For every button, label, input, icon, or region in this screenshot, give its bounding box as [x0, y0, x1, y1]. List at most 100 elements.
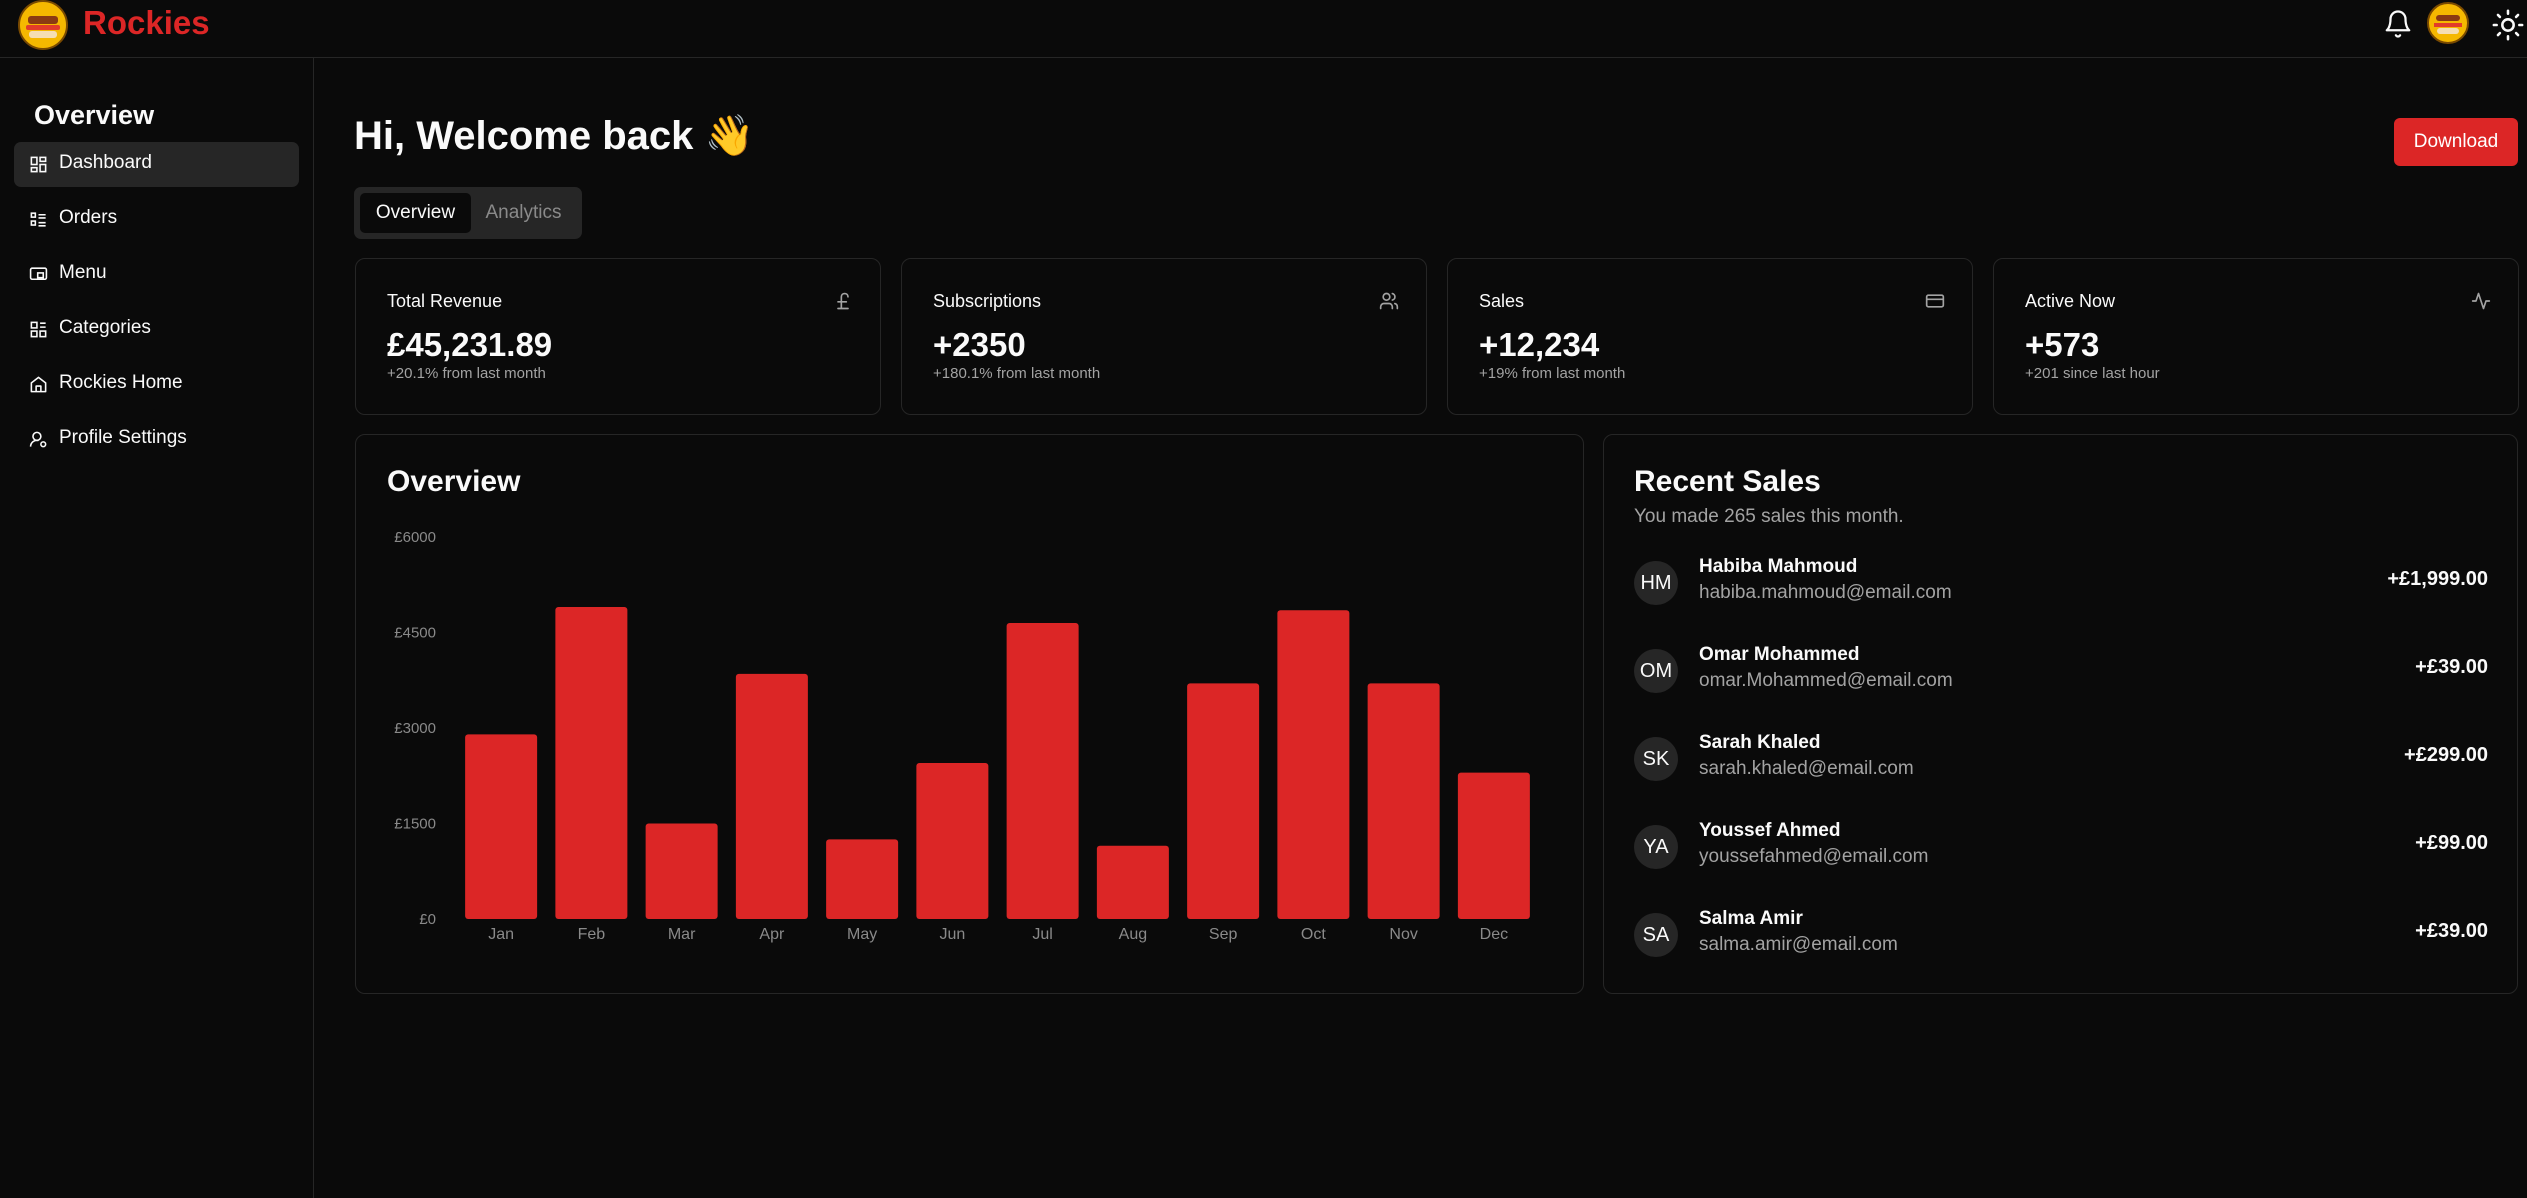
- stat-value: +12,234: [1479, 326, 1600, 363]
- tab-analytics[interactable]: Analytics: [485, 202, 562, 223]
- stat-subtext: +201 since last hour: [2025, 365, 2160, 382]
- list-item[interactable]: SK Sarah Khaled sarah.khaled@email.com +…: [1634, 732, 2488, 792]
- sale-amount: +£39.00: [2415, 920, 2488, 942]
- stat-title: Sales: [1479, 291, 1525, 311]
- x-tick-label: Apr: [759, 926, 785, 943]
- overview-chart-card: Overview £0 £1500 £3000 £4500 £6000 Jan Feb Mar…: [355, 434, 1584, 994]
- page-title: Hi, Welcome back 👋: [354, 114, 755, 158]
- bar-mar[interactable]: [645, 823, 718, 920]
- sidebar-item-rockies-home[interactable]: Rockies Home: [14, 362, 299, 407]
- bar-sep[interactable]: [1187, 683, 1260, 919]
- customer-email: sarah.khaled@email.com: [1699, 758, 1914, 779]
- customer-name: Salma Amir: [1699, 908, 1803, 929]
- stat-card-sales: Sales +12,234 +19% from last month: [1447, 258, 1973, 415]
- bar-dec[interactable]: [1457, 772, 1530, 919]
- sidebar-item-label: Profile Settings: [59, 427, 187, 448]
- sidebar-item-label: Menu: [59, 262, 107, 283]
- recent-sales-title: Recent Sales: [1634, 465, 1821, 498]
- sidebar: Overview Dashboard Orders Menu Categorie…: [0, 58, 314, 1198]
- brand-name[interactable]: Rockies: [83, 4, 210, 41]
- sale-amount: +£1,999.00: [2387, 568, 2488, 590]
- x-tick-label: Mar: [668, 926, 696, 943]
- bar-aug[interactable]: [1096, 845, 1169, 919]
- customer-email: omar.Mohammed@email.com: [1699, 670, 1953, 691]
- x-tick-label: Jun: [939, 926, 965, 943]
- sidebar-item-categories[interactable]: Categories: [14, 307, 299, 352]
- stat-value: +573: [2025, 326, 2100, 363]
- stat-card-active-now: Active Now +573 +201 since last hour: [1993, 258, 2519, 415]
- chart-title: Overview: [387, 465, 521, 498]
- customer-email: youssefahmed@email.com: [1699, 846, 1929, 867]
- bar-oct[interactable]: [1277, 610, 1350, 919]
- top-bar: Rockies: [0, 0, 2527, 58]
- x-tick-label: Sep: [1209, 926, 1238, 943]
- stat-card-subscriptions: Subscriptions +2350 +180.1% from last mo…: [901, 258, 1427, 415]
- x-tick-label: Nov: [1389, 926, 1417, 943]
- bar-may[interactable]: [826, 839, 899, 919]
- x-tick-label: Aug: [1119, 926, 1147, 943]
- dashboard-icon: [30, 156, 47, 173]
- recent-sales-subtitle: You made 265 sales this month.: [1634, 506, 1904, 527]
- customer-email: habiba.mahmoud@email.com: [1699, 582, 1952, 603]
- avatar: HM: [1634, 561, 1678, 605]
- sale-amount: +£39.00: [2415, 656, 2488, 678]
- overview-bar-chart: £0 £1500 £3000 £4500 £6000 Jan Feb Mar Apr May Jun…: [394, 529, 1530, 943]
- sidebar-title: Overview: [34, 100, 155, 130]
- stat-card-total-revenue: Total Revenue £45,231.89 +20.1% from las…: [355, 258, 881, 415]
- avatar: OM: [1634, 649, 1678, 693]
- pound-icon: [837, 292, 849, 310]
- bar-nov[interactable]: [1367, 683, 1440, 919]
- activity-icon: [2471, 292, 2491, 310]
- categories-icon: [30, 321, 47, 338]
- stat-subtext: +20.1% from last month: [387, 365, 546, 382]
- sidebar-item-orders[interactable]: Orders: [14, 197, 299, 242]
- menu-icon: [29, 267, 48, 281]
- stat-title: Active Now: [2025, 291, 2116, 311]
- sidebar-item-label: Categories: [59, 317, 151, 338]
- user-avatar[interactable]: [2427, 2, 2469, 44]
- bar-jan[interactable]: [465, 734, 538, 919]
- bar-jun[interactable]: [916, 763, 989, 919]
- avatar: SK: [1634, 737, 1678, 781]
- customer-name: Habiba Mahmoud: [1699, 556, 1858, 577]
- sale-amount: +£99.00: [2415, 832, 2488, 854]
- list-item[interactable]: OM Omar Mohammed omar.Mohammed@email.com…: [1634, 644, 2488, 704]
- customer-name: Sarah Khaled: [1699, 732, 1821, 753]
- customer-email: salma.amir@email.com: [1699, 934, 1898, 955]
- x-tick-label: Dec: [1480, 926, 1508, 943]
- list-item[interactable]: HM Habiba Mahmoud habiba.mahmoud@email.c…: [1634, 556, 2488, 616]
- tab-overview[interactable]: Overview: [360, 193, 471, 233]
- sidebar-item-menu[interactable]: Menu: [14, 252, 299, 297]
- home-icon: [30, 376, 47, 393]
- stat-subtext: +19% from last month: [1479, 365, 1626, 382]
- sun-icon[interactable]: [2491, 8, 2525, 42]
- customer-name: Omar Mohammed: [1699, 644, 1860, 665]
- bar-jul[interactable]: [1006, 622, 1079, 919]
- sale-amount: +£299.00: [2404, 744, 2488, 766]
- download-button[interactable]: Download: [2394, 118, 2518, 166]
- recent-sales-card: Recent Sales You made 265 sales this mon…: [1603, 434, 2518, 994]
- sidebar-item-label: Rockies Home: [59, 372, 183, 393]
- brand-logo[interactable]: [18, 0, 68, 50]
- stat-title: Subscriptions: [933, 291, 1042, 311]
- list-item[interactable]: YA Youssef Ahmed youssefahmed@email.com …: [1634, 820, 2488, 880]
- bell-icon[interactable]: [2383, 9, 2413, 39]
- sidebar-item-label: Dashboard: [59, 152, 152, 173]
- sidebar-item-profile-settings[interactable]: Profile Settings: [14, 417, 299, 462]
- y-tick-label: £4500: [394, 625, 436, 642]
- bar-apr[interactable]: [735, 673, 808, 919]
- y-tick-label: £3000: [394, 720, 436, 737]
- x-tick-label: May: [847, 926, 877, 943]
- bar-feb[interactable]: [555, 607, 628, 919]
- sidebar-item-dashboard[interactable]: Dashboard: [14, 142, 299, 187]
- stat-value: +2350: [933, 326, 1026, 363]
- credit-card-icon: [1925, 294, 1945, 308]
- x-tick-label: Feb: [578, 926, 606, 943]
- y-tick-label: £0: [419, 911, 436, 928]
- x-tick-label: Jul: [1032, 926, 1052, 943]
- sidebar-item-label: Orders: [59, 207, 118, 228]
- y-tick-label: £1500: [394, 816, 436, 833]
- list-item[interactable]: SA Salma Amir salma.amir@email.com +£39.…: [1634, 908, 2488, 968]
- stat-title: Total Revenue: [387, 291, 503, 311]
- stat-subtext: +180.1% from last month: [933, 365, 1101, 382]
